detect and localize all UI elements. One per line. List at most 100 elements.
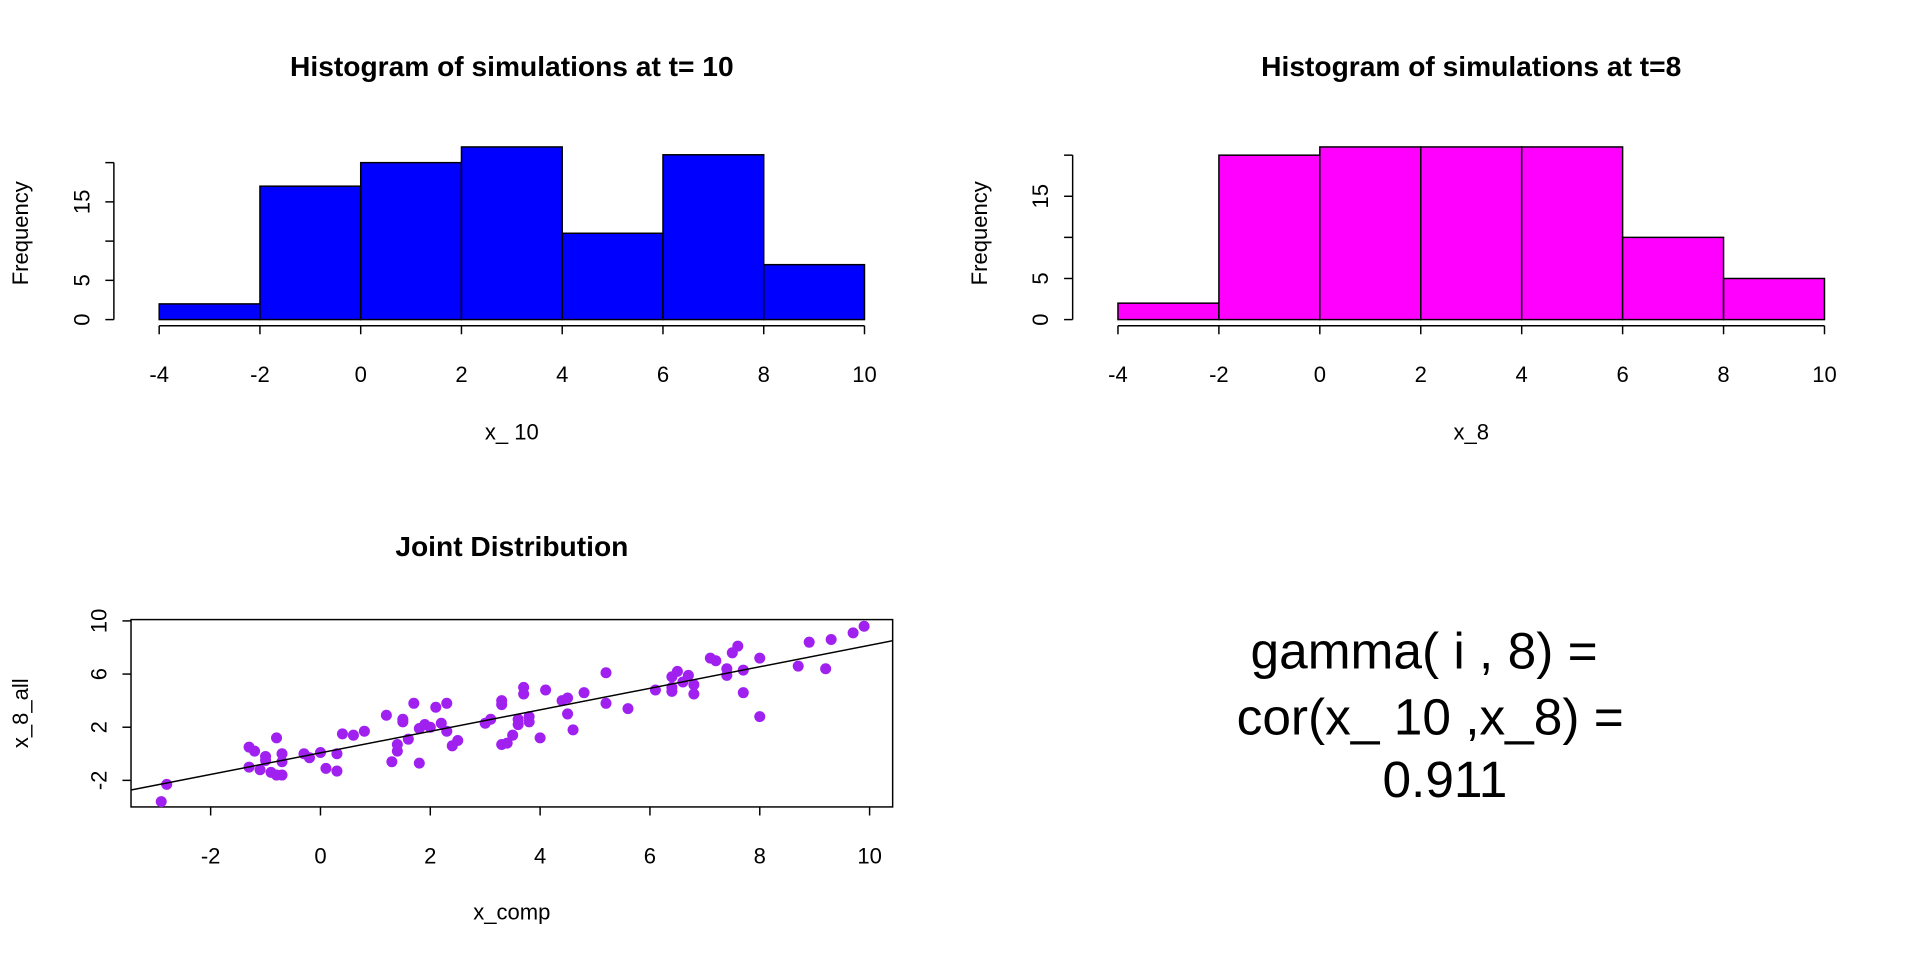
scatter-point	[408, 697, 420, 709]
histogram-bar	[1722, 277, 1826, 321]
chart-title: Joint Distribution	[395, 531, 628, 562]
scatter-point	[161, 778, 173, 790]
scatter-point	[803, 636, 815, 648]
scatter-point	[688, 679, 700, 691]
scatter-point	[276, 748, 288, 760]
scatter-point	[671, 665, 683, 677]
scatter-point	[397, 716, 409, 728]
scatter-point	[391, 738, 403, 750]
scatter-point	[435, 717, 447, 729]
scatter-point	[271, 732, 283, 744]
scatter-point	[562, 692, 574, 704]
scatter-point	[600, 667, 612, 679]
scatter-point	[792, 660, 804, 672]
x-tick-label: 2	[1415, 362, 1427, 387]
y-tick-label: 15	[1028, 184, 1053, 209]
scatter-point	[347, 729, 359, 741]
scatter-point	[578, 687, 590, 699]
scatter-point	[858, 620, 870, 632]
x-tick-label: 6	[1616, 362, 1628, 387]
annotation-line: gamma( i , 8) =	[1251, 622, 1598, 680]
x-tick-label: 6	[657, 362, 669, 387]
x-tick-label: -2	[250, 362, 270, 387]
scatter-point	[820, 663, 832, 675]
x-tick-label: 0	[1314, 362, 1326, 387]
scatter-point	[507, 729, 519, 741]
scatter-point	[666, 685, 678, 697]
scatter-point	[441, 697, 453, 709]
x-tick-label: -4	[1108, 362, 1128, 387]
scatter-point	[358, 725, 370, 737]
y-tick-label: 10	[87, 609, 112, 634]
scatter-point	[600, 697, 612, 709]
histogram-bar	[662, 154, 765, 321]
scatter-point	[732, 640, 744, 652]
histogram-bar	[1218, 154, 1321, 321]
x-tick-label: 2	[455, 362, 467, 387]
histogram-bar	[359, 161, 463, 321]
histogram-bar	[762, 263, 866, 321]
y-tick-label: 0	[1028, 313, 1053, 325]
scatter-point	[754, 652, 766, 664]
scatter-point	[501, 737, 513, 749]
scatter-point	[254, 764, 266, 776]
scatter-point	[518, 681, 530, 693]
scatter-point	[386, 756, 398, 768]
scatter-point	[562, 708, 574, 720]
scatter-point	[424, 721, 436, 733]
scatter-point	[452, 734, 464, 747]
x-tick-label: 4	[1516, 362, 1528, 387]
y-tick-label: 6	[87, 668, 112, 680]
chart-title: Histogram of simulations at t= 10	[290, 51, 734, 82]
scatter-point	[847, 627, 859, 639]
y-axis-label: x_8_all	[8, 678, 33, 748]
fit-line	[130, 639, 893, 791]
scatter-point	[512, 713, 524, 725]
x-tick-label: 10	[857, 843, 882, 868]
scatter-point	[523, 716, 535, 728]
scatter-point	[534, 732, 546, 744]
y-tick-label: 2	[87, 721, 112, 733]
scatter-point	[336, 728, 348, 740]
scatter-point	[380, 709, 392, 721]
y-tick-label: 5	[1028, 272, 1053, 284]
histogram-bar	[259, 185, 362, 321]
scatter-point	[754, 711, 766, 723]
y-axis-label: Frequency	[967, 181, 992, 285]
chart-title: Histogram of simulations at t=8	[1261, 51, 1681, 82]
scatter-point	[688, 688, 700, 700]
x-tick-label: 8	[754, 843, 766, 868]
scatter-point	[155, 796, 167, 808]
scatter-point	[622, 703, 634, 715]
x-tick-label: -2	[201, 843, 221, 868]
scatter-point	[737, 687, 749, 699]
histogram-bar	[1420, 146, 1523, 321]
scatter-point	[682, 669, 694, 681]
x-axis-label: x_comp	[473, 900, 550, 925]
scatter-point	[320, 762, 332, 774]
histogram-bar	[561, 232, 664, 321]
scatter-point	[567, 724, 579, 736]
scatter-point	[540, 684, 552, 696]
x-tick-label: 0	[314, 843, 326, 868]
histogram-bar	[158, 303, 261, 321]
scatter-point	[249, 745, 261, 757]
histogram-bar	[1621, 236, 1725, 321]
x-tick-label: 8	[1717, 362, 1729, 387]
scatter-point	[276, 769, 288, 781]
scatter-point	[276, 756, 288, 768]
x-tick-label: 10	[852, 362, 877, 387]
scatter-point	[413, 757, 425, 769]
scatter-point	[721, 663, 733, 675]
annotation-line: cor(x_ 10 ,x_8) =	[1237, 688, 1624, 746]
x-tick-label: 6	[644, 843, 656, 868]
x-axis-label: x_8	[1453, 420, 1489, 445]
y-tick-label: 5	[69, 274, 94, 286]
x-tick-label: -4	[149, 362, 169, 387]
y-tick-label: -2	[87, 771, 112, 791]
plot-frame	[130, 618, 894, 808]
y-tick-label: 15	[69, 190, 94, 215]
x-axis-label: x_ 10	[485, 420, 539, 445]
